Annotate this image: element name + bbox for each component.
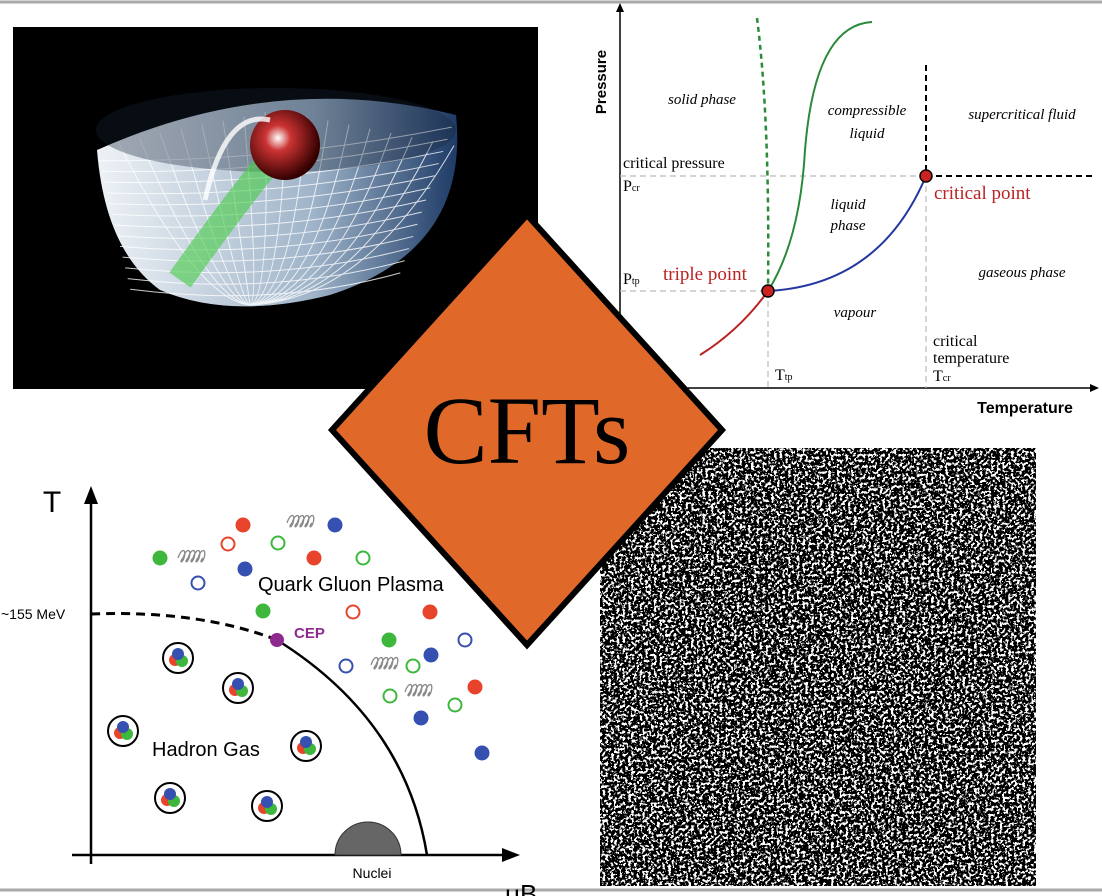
region-label: phase: [830, 218, 866, 234]
particle: [382, 688, 398, 704]
particle: [152, 550, 168, 566]
gluon: [177, 549, 206, 563]
particle: [327, 517, 343, 533]
region-label: compressible: [828, 103, 907, 119]
gluon: [370, 656, 399, 670]
grid-line: [122, 235, 414, 262]
grid-line: [249, 128, 371, 306]
grid-line: [119, 223, 418, 251]
particle: [413, 710, 429, 726]
label: Ttp: [775, 367, 793, 384]
grid-line: [201, 124, 251, 306]
particle: [422, 604, 438, 620]
phase-diagram: Pressure Temperature solid phase compres…: [593, 3, 1099, 417]
tick-label: ~155 MeV: [1, 606, 66, 622]
label: critical: [933, 333, 978, 350]
particle: [474, 745, 490, 761]
quark: [164, 788, 176, 800]
label: Ptp: [623, 271, 640, 288]
label: critical pressure: [623, 155, 725, 172]
grid-line: [117, 211, 422, 240]
qcd-diagram: T ~155 MeV Quark Gluon Plasma CEP Hadron…: [1, 486, 537, 896]
quark: [261, 796, 273, 808]
grid-line: [130, 272, 401, 297]
particle: [220, 536, 236, 552]
label: Pcr: [623, 178, 640, 195]
quark: [300, 736, 312, 748]
gluon: [404, 683, 433, 697]
label: Nuclei: [353, 865, 392, 881]
grid-line: [249, 137, 413, 306]
grid-line: [180, 128, 251, 306]
axis-label: Temperature: [977, 400, 1073, 417]
grid-line: [249, 124, 350, 306]
axis-label: T: [43, 486, 61, 519]
grid-line: [249, 145, 455, 306]
ising-image: [600, 448, 1036, 886]
particle: [467, 679, 483, 695]
grid-line: [249, 132, 392, 306]
particle: [405, 658, 421, 674]
point-label: CEP: [294, 625, 325, 642]
particle: [237, 561, 253, 577]
quark: [172, 648, 184, 660]
particle: [457, 632, 473, 648]
particle: [270, 535, 286, 551]
particle: [190, 575, 206, 591]
label: Tcr: [933, 368, 951, 385]
grid-line: [159, 133, 251, 306]
region-label: vapour: [834, 305, 877, 321]
particle: [338, 658, 354, 674]
grid-line: [114, 199, 427, 228]
center-badge: CFTs: [327, 210, 727, 650]
grid-line: [249, 120, 329, 306]
region-label: solid phase: [668, 92, 736, 108]
region-label: liquid: [849, 126, 885, 142]
grid-line: [249, 141, 434, 306]
hemisphere-image: [13, 27, 538, 389]
region-label: supercritical fluid: [968, 107, 1076, 123]
particle: [306, 550, 322, 566]
particle: [447, 697, 463, 713]
axis-label: μB: [505, 879, 537, 896]
grid-line: [243, 116, 255, 306]
quark: [232, 678, 244, 690]
gluon: [286, 514, 315, 528]
point-label: triple point: [663, 264, 748, 285]
grid-line: [127, 260, 405, 285]
grid-line: [109, 175, 435, 206]
grid-line: [222, 120, 251, 306]
axis-label: Pressure: [593, 50, 610, 114]
grid-line: [125, 248, 409, 274]
region-label: gaseous phase: [978, 265, 1065, 281]
particle: [381, 632, 397, 648]
particle: [255, 603, 271, 619]
center-label: CFTs: [424, 377, 631, 484]
region-label: Quark Gluon Plasma: [258, 574, 445, 596]
label: temperature: [933, 350, 1009, 367]
particle: [423, 647, 439, 663]
particle: [345, 604, 361, 620]
grid-line: [112, 187, 431, 217]
region-label: Hadron Gas: [152, 739, 260, 761]
quark: [117, 721, 129, 733]
particle: [355, 550, 371, 566]
point-label: critical point: [934, 183, 1031, 204]
region-label: liquid: [830, 197, 866, 213]
particle: [235, 517, 251, 533]
